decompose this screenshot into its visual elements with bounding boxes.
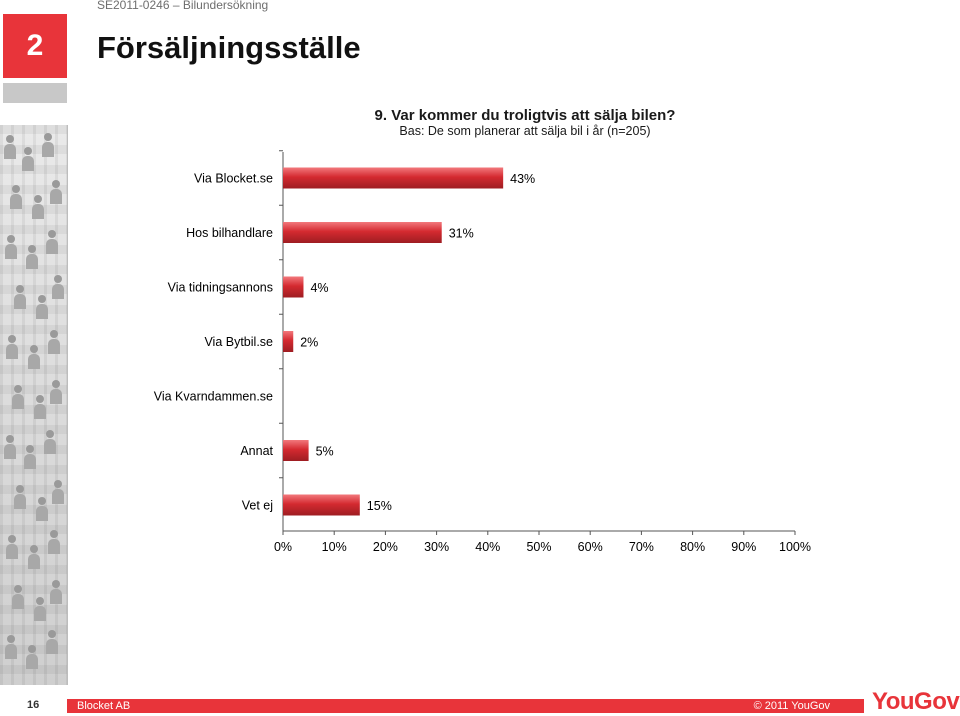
category-label: Hos bilhandlare: [186, 226, 273, 240]
footer-bar: [139, 699, 864, 713]
x-tick-label: 10%: [322, 540, 347, 554]
footer-copyright: © 2011 YouGov: [753, 700, 830, 712]
x-tick-label: 0%: [274, 540, 292, 554]
x-tick-label: 50%: [526, 540, 551, 554]
bar: [283, 331, 294, 352]
data-label: 31%: [449, 227, 474, 241]
category-label: Via tidningsannons: [168, 281, 273, 295]
footer-left-text: Blocket AB: [77, 700, 131, 712]
data-label: 43%: [510, 172, 535, 186]
x-tick-label: 90%: [731, 540, 756, 554]
category-label: Via Bytbil.se: [204, 335, 273, 349]
category-label: Vet ej: [242, 499, 273, 513]
x-tick-label: 20%: [373, 540, 398, 554]
bar: [283, 222, 442, 243]
chart-subtitle: Bas: De som planerar att sälja bil i år …: [399, 124, 651, 138]
category-label: Via Kvarndammen.se: [154, 390, 273, 404]
x-tick-label: 30%: [424, 540, 449, 554]
bar: [283, 276, 304, 298]
data-label: 4%: [310, 281, 328, 295]
data-label: 5%: [316, 445, 334, 459]
section-decor-bar: [3, 83, 67, 103]
page-title: Försäljningsställe: [97, 30, 361, 65]
document-reference: SE2011-0246 – Bilundersökning: [97, 0, 269, 12]
section-number-badge: 2: [3, 14, 67, 78]
bar: [283, 494, 360, 516]
footer-accent-left: [67, 699, 139, 713]
bar: [283, 167, 504, 189]
category-label: Annat: [240, 444, 273, 458]
x-tick-label: 100%: [779, 540, 811, 554]
chart-title: 9. Var kommer du troligtvis att sälja bi…: [374, 107, 676, 124]
page-number: 16: [27, 699, 40, 711]
crowd-illustration: [0, 125, 68, 685]
x-tick-label: 80%: [680, 540, 705, 554]
yougov-logo: YouGov: [872, 688, 960, 715]
x-tick-label: 70%: [629, 540, 654, 554]
data-label: 2%: [300, 336, 318, 350]
bar: [283, 440, 309, 461]
x-tick-label: 40%: [475, 540, 500, 554]
data-label: 15%: [367, 499, 392, 513]
category-label: Via Blocket.se: [194, 172, 273, 186]
x-tick-label: 60%: [578, 540, 603, 554]
